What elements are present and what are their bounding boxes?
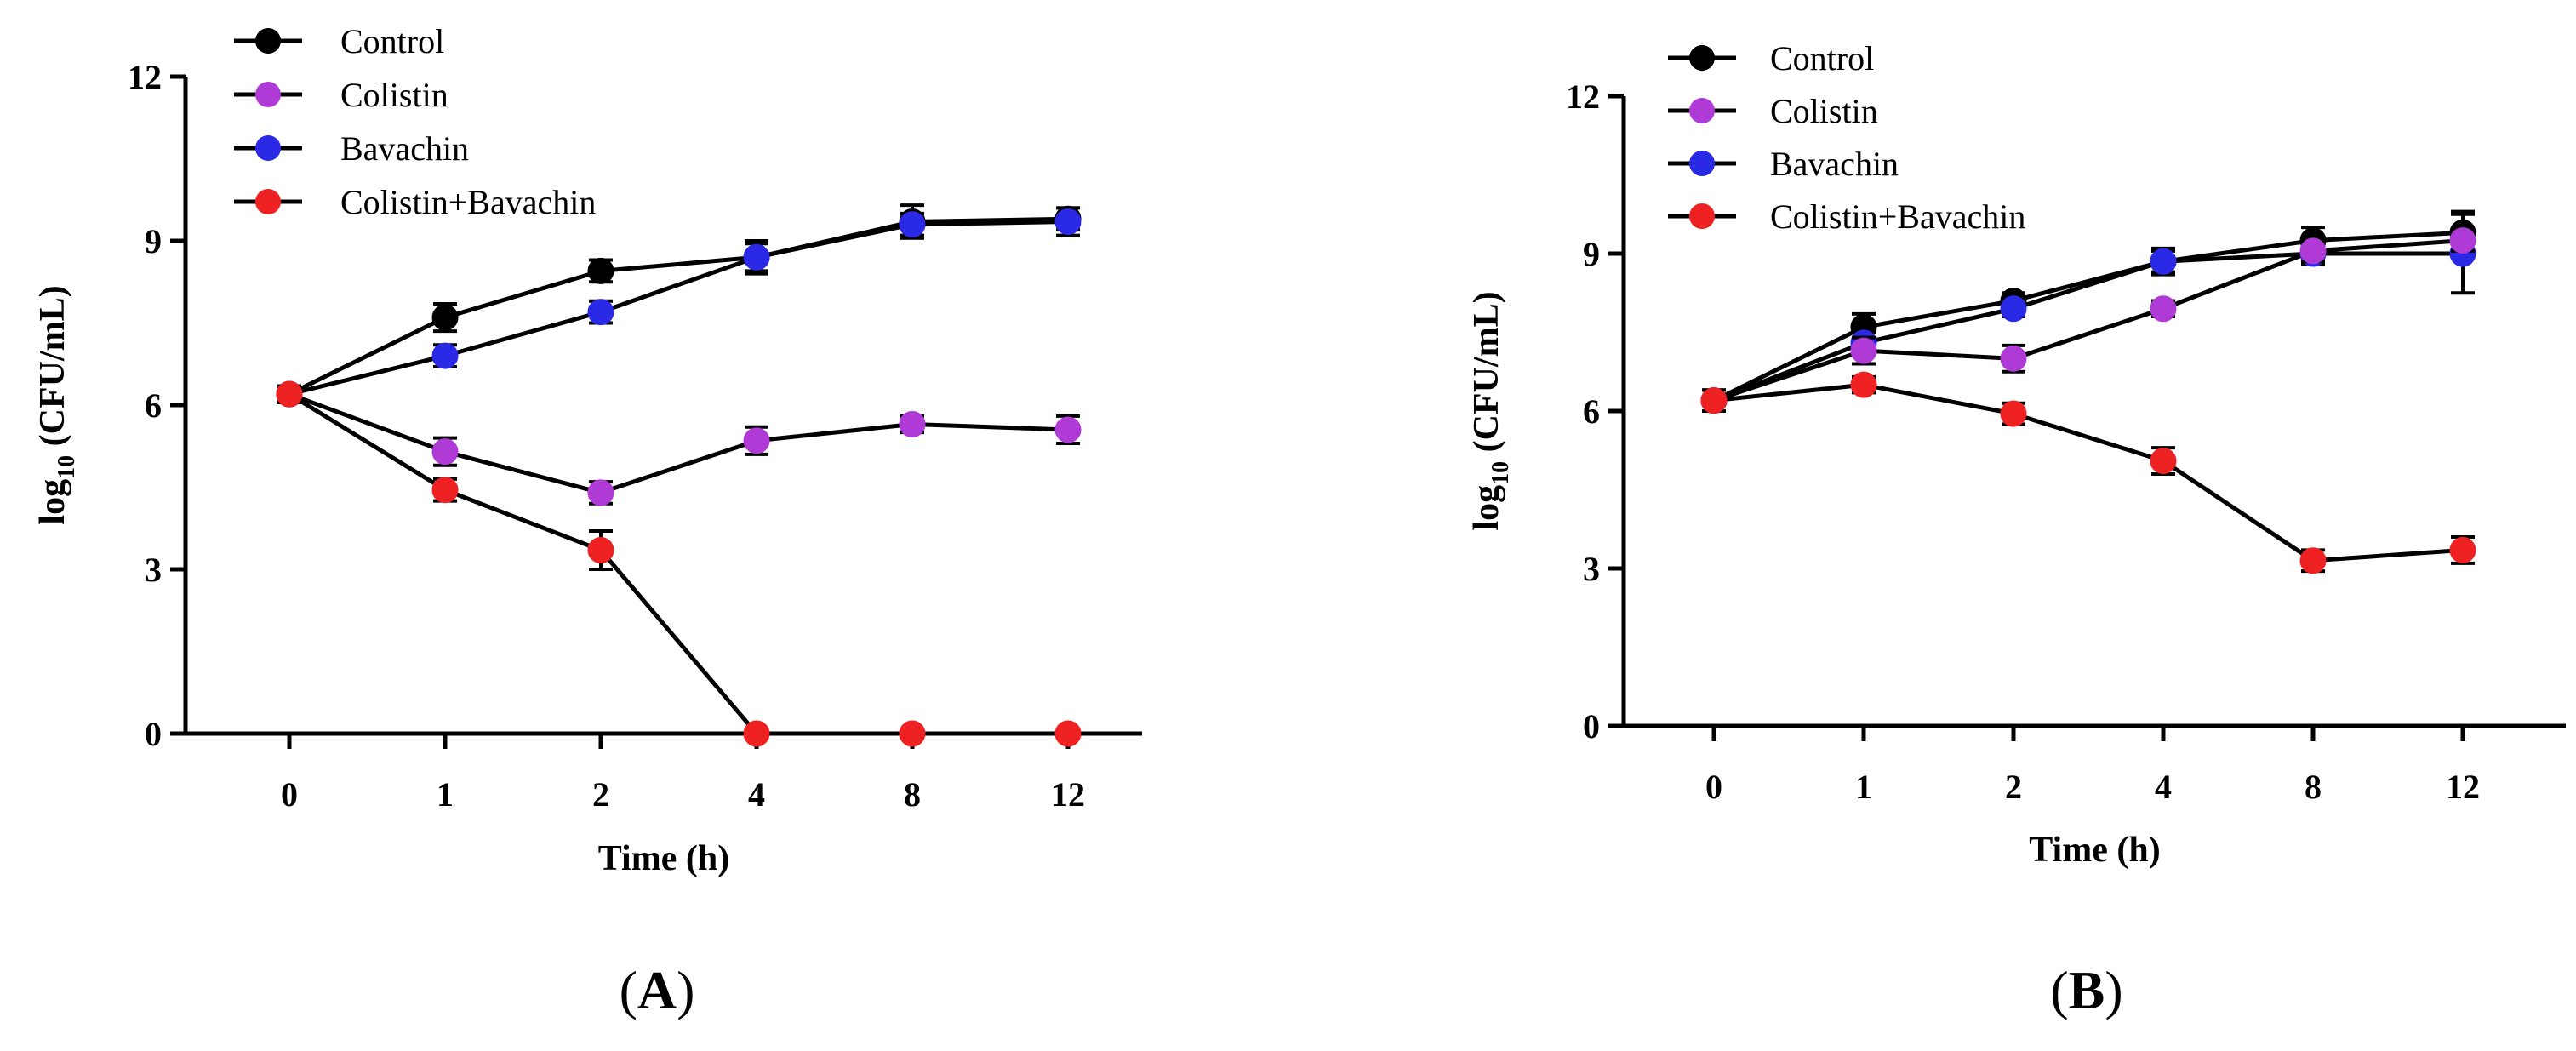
legend-label-colistin-bavachin: Colistin+Bavachin <box>1770 197 2025 236</box>
data-point-colistin <box>2000 345 2027 372</box>
y-axis-title: log10 (CFU/mL) <box>1467 291 1514 530</box>
data-point-colistin-bavachin <box>587 536 614 563</box>
data-point-colistin <box>587 479 614 506</box>
data-point-colistin-bavachin <box>2449 536 2476 563</box>
series-line-bavachin <box>288 219 1069 397</box>
x-axis-title: Time (h) <box>598 839 729 878</box>
data-point-colistin-bavachin <box>899 720 926 747</box>
legend-marker-colistin <box>255 82 281 107</box>
y-tick-label: 9 <box>1583 235 1600 273</box>
series-line-colistin <box>288 391 1069 495</box>
data-point-bavachin <box>2150 248 2177 275</box>
x-tick-label: 2 <box>2005 768 2022 806</box>
y-tick-label: 6 <box>1583 392 1600 431</box>
legend-label-control: Control <box>1770 39 1874 77</box>
data-point-colistin <box>431 438 459 466</box>
x-tick-label: 12 <box>2446 768 2480 806</box>
data-point-colistin <box>899 411 926 438</box>
legend-label-bavachin: Bavachin <box>340 129 469 168</box>
data-point-colistin-bavachin <box>743 720 770 747</box>
data-point-colistin <box>743 427 770 454</box>
panel-label-a: (A) <box>620 960 695 1020</box>
data-point-colistin <box>2299 237 2327 265</box>
legend-marker-bavachin <box>1689 151 1715 176</box>
legend-label-colistin-bavachin: Colistin+Bavachin <box>340 183 596 221</box>
y-axis-title: log10 (CFU/mL) <box>33 285 80 524</box>
legend-label-control: Control <box>340 22 444 60</box>
data-point-colistin-bavachin <box>2299 547 2327 574</box>
legend-label-bavachin: Bavachin <box>1770 145 1899 183</box>
series-line-colistin-bavachin <box>1713 382 2464 563</box>
panel-label-b: (B) <box>2050 960 2122 1020</box>
series-line-control <box>1712 230 2464 403</box>
data-point-colistin-bavachin <box>431 477 459 504</box>
x-tick-label: 0 <box>281 775 298 814</box>
x-tick-label: 8 <box>2305 768 2322 806</box>
legend-marker-colistin-bavachin <box>1689 203 1715 229</box>
x-tick-label: 4 <box>748 775 765 814</box>
data-point-bavachin <box>2000 295 2027 323</box>
x-tick-label: 1 <box>437 775 454 814</box>
y-tick-label: 12 <box>128 58 162 96</box>
legend-marker-colistin <box>1689 98 1715 123</box>
series-line-bavachin <box>1713 251 2463 403</box>
data-point-bavachin <box>899 211 926 238</box>
series-line-colistin-bavachin <box>288 392 1068 736</box>
data-point-colistin-bavachin <box>1054 720 1082 747</box>
data-point-bavachin <box>743 243 770 271</box>
y-tick-label: 9 <box>145 222 162 260</box>
series-line-colistin <box>1713 238 2464 403</box>
x-tick-label: 12 <box>1051 775 1085 814</box>
x-tick-label: 2 <box>592 775 609 814</box>
y-tick-label: 6 <box>145 386 162 425</box>
data-point-colistin <box>1850 337 1877 364</box>
data-point-control <box>587 257 614 284</box>
legend-marker-control <box>1689 45 1715 71</box>
legend-label-colistin: Colistin <box>340 76 448 114</box>
data-point-colistin-bavachin <box>1850 371 1877 398</box>
x-tick-label: 8 <box>904 775 921 814</box>
legend-marker-colistin-bavachin <box>255 189 281 214</box>
data-point-colistin-bavachin <box>2000 400 2027 427</box>
data-point-control <box>431 304 459 331</box>
x-tick-label: 4 <box>2155 768 2172 806</box>
data-point-colistin <box>2150 295 2177 323</box>
x-tick-label: 0 <box>1705 768 1722 806</box>
x-tick-label: 1 <box>1855 768 1872 806</box>
data-point-bavachin <box>587 299 614 326</box>
y-tick-label: 0 <box>145 715 162 753</box>
data-point-colistin-bavachin <box>1700 387 1728 414</box>
data-point-colistin <box>2449 227 2476 254</box>
y-tick-label: 3 <box>1583 550 1600 588</box>
y-tick-label: 3 <box>145 551 162 589</box>
legend-marker-control <box>255 28 281 54</box>
legend-marker-bavachin <box>255 135 281 161</box>
series-line-control <box>288 216 1069 397</box>
data-point-colistin <box>1054 416 1082 443</box>
data-point-colistin-bavachin <box>2150 448 2177 475</box>
legend-label-colistin: Colistin <box>1770 92 1878 130</box>
data-point-colistin-bavachin <box>276 380 303 408</box>
y-tick-label: 0 <box>1583 707 1600 745</box>
data-point-bavachin <box>1054 208 1082 235</box>
x-axis-title: Time (h) <box>2029 831 2160 870</box>
data-point-bavachin <box>431 342 459 369</box>
y-tick-label: 12 <box>1566 77 1600 116</box>
